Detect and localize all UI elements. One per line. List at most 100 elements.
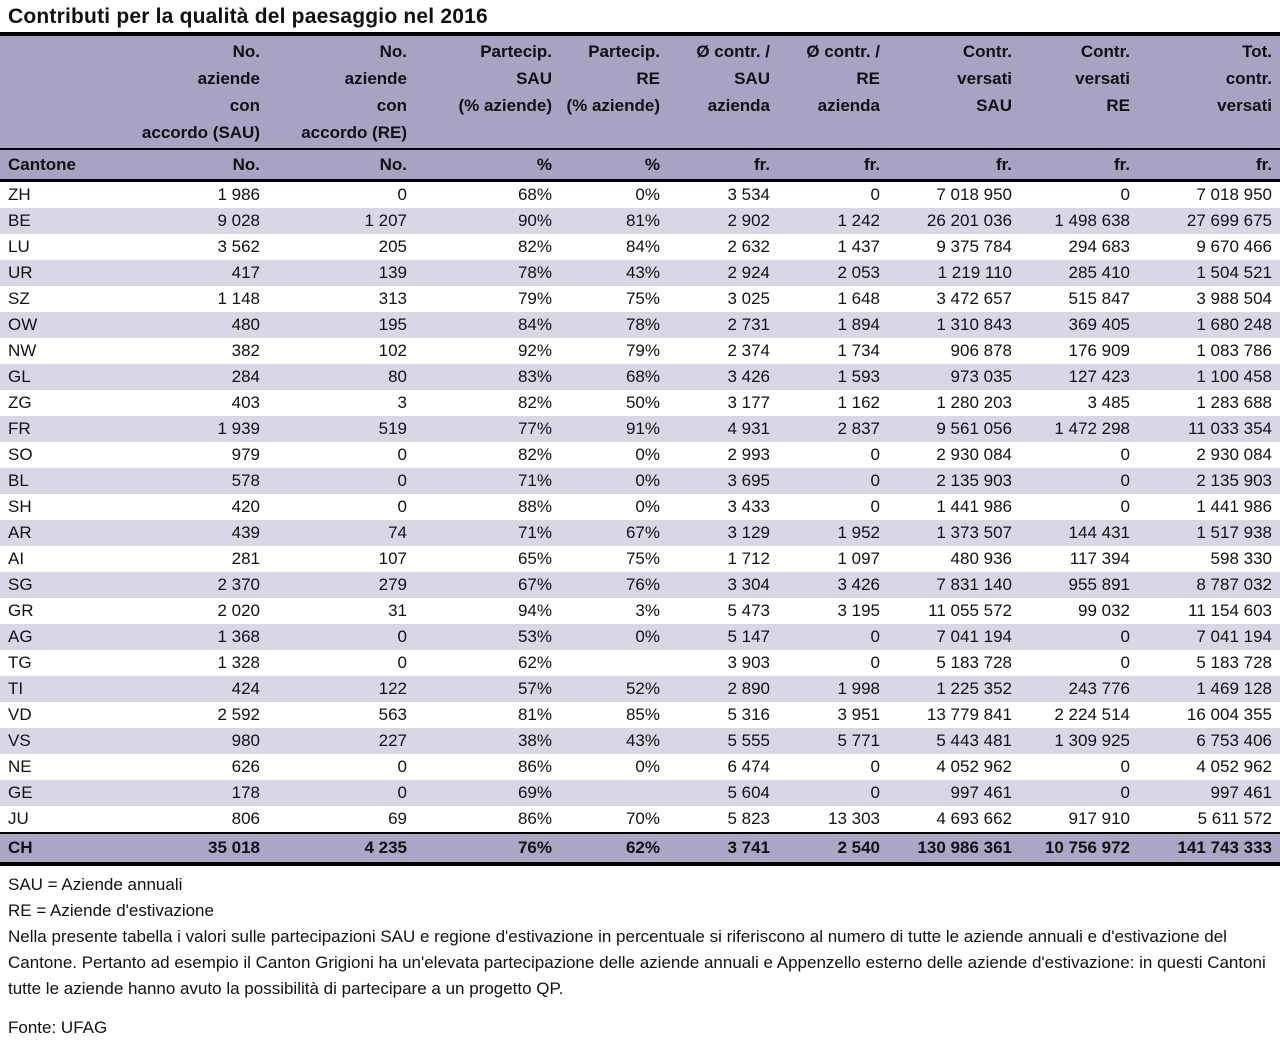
cell-value: 94% [517,601,552,620]
cell-value: 1 437 [837,237,880,256]
canton-row: SH 420 0 88% 0% 3 433 0 1 441 986 0 1 441 986 [0,494,1280,520]
cell-value: 4 052 962 [936,757,1012,776]
unit-fr-1: fr. [668,149,778,182]
canton-code: BL [0,468,125,494]
cell-value: 1 952 [778,520,888,546]
canton-code: GL [0,364,125,390]
cell-value: 0 [1020,468,1138,494]
cell-value: 0 [870,757,880,776]
unit-fr-2: fr. [778,149,888,182]
canton-row: TG 1 328 0 62% 3 903 0 5 183 728 0 5 183 728 [0,650,1280,676]
cell-value: 1 219 110 [888,260,1020,286]
cell-value: 420 [231,497,260,516]
cell-value: 78% [560,312,668,338]
cell-value: 3 433 [727,497,770,516]
cell-value: 0 [397,653,407,672]
cell-value: 1 310 843 [888,312,1020,338]
cell-value: 5 823 [727,809,770,828]
cell-value: 1 162 [837,393,880,412]
cell-value: 1 207 [268,208,415,234]
cell-value: 67% [560,520,668,546]
header-partecip-re: Partecip. RE (% aziende) [560,34,668,150]
cell-value: 369 405 [1020,312,1138,338]
cell-value: 1 083 786 [1196,341,1272,360]
cell-value: 578 [125,468,268,494]
cell-value: 84% [625,237,660,256]
cell-value: 0% [635,185,660,204]
canton-row: VD 2 592 563 81% 85% 5 316 3 951 13 779 841 2 22… [0,702,1280,728]
cell-value: 3 129 [668,520,778,546]
cell-value: 515 847 [1068,289,1130,308]
cell-value: 806 [231,809,260,828]
cell-value: 88% [517,497,552,516]
cell-value: 3 426 [778,572,888,598]
cell-value: 0% [635,757,660,776]
cell-value: 74 [268,520,415,546]
cell-value: 2 374 [727,341,770,360]
cell-value: 2 592 [217,705,260,724]
cell-value: 3 472 657 [936,289,1012,308]
cell-value: 82% [517,445,552,464]
cell-value: 4 235 [268,832,415,866]
cell-value: 4 931 [668,416,778,442]
unit-pct-1: % [415,149,560,182]
cell-value: 2 370 [125,572,268,598]
canton-code: JU [8,809,29,828]
cell-value: 2 930 084 [936,445,1012,464]
cell-value: 122 [268,676,415,702]
cell-value: 1 680 248 [1138,312,1280,338]
cell-value: 0 [268,468,415,494]
cell-value: 3 534 [727,185,770,204]
cell-value: 1 242 [778,208,888,234]
cell-value: 3 741 [668,832,778,866]
header-contr-versati-re: Contr. versati RE [1020,34,1138,150]
cell-value: 0 [870,445,880,464]
unit-fr-4: fr. [1020,149,1138,182]
canton-row: GE 178 0 69% 5 604 0 997 461 0 997 461 [0,780,1280,806]
unit-no-2: No. [268,149,415,182]
canton-row: SO 979 0 82% 0% 2 993 0 2 930 084 0 2 930 084 [0,442,1280,468]
canton-code: CH [0,832,125,866]
cell-value: 79% [517,289,552,308]
cell-value: 76% [560,572,668,598]
cell-value: 955 891 [1020,572,1138,598]
cell-value: 75% [625,289,660,308]
cell-value: 2 632 [727,237,770,256]
canton-row: GR 2 020 31 94% 3% 5 473 3 195 11 055 572 99 032… [0,598,1280,624]
cell-value: 1 373 507 [888,520,1020,546]
cell-value: 102 [378,341,407,360]
canton-row: ZH 1 986 0 68% 0% 3 534 0 7 018 950 0 7 018 950 [0,181,1280,209]
canton-row: VS 980 227 38% 43% 5 555 5 771 5 443 481 1 309 9… [0,728,1280,754]
canton-row: LU 3 562 205 82% 84% 2 632 1 437 9 375 784 294 6… [0,234,1280,260]
canton-row: AI 281 107 65% 75% 1 712 1 097 480 936 117 394 59… [0,546,1280,572]
cell-value: 3 562 [217,237,260,256]
canton-code: ZG [8,393,32,412]
cell-value: 50% [625,393,660,412]
cell-value: 83% [415,364,560,390]
cell-value: 284 [125,364,268,390]
canton-code: NE [8,757,32,776]
cell-value: 626 [231,757,260,776]
cell-value: 480 [125,312,268,338]
cell-value: 1 441 986 [1196,497,1272,516]
cell-value: 139 [268,260,415,286]
cell-value: 243 776 [1020,676,1138,702]
cell-value: 0 [1120,757,1130,776]
cell-value: 5 183 728 [1196,653,1272,672]
cell-value: 85% [625,705,660,724]
cell-value: 1 225 352 [888,676,1020,702]
table-total: CH 35 018 4 235 76% 62% 3 741 2 540 130 986 361… [0,832,1280,866]
header-row-units: Cantone No. No. % % fr. fr. fr. fr. fr. [0,149,1280,182]
canton-code: AG [0,624,125,650]
cell-value: 79% [625,341,660,360]
cell-value: 0 [1120,185,1130,204]
cell-value: 227 [268,728,415,754]
cell-value: 917 910 [1068,809,1130,828]
cell-value: 4 693 662 [936,809,1012,828]
cell-value: 67% [415,572,560,598]
cell-value: 1 734 [837,341,880,360]
cell-value: 1 469 128 [1138,676,1280,702]
cell-value: 84% [415,312,560,338]
cell-value: 35 018 [125,832,268,866]
cell-value: 78% [415,260,560,286]
